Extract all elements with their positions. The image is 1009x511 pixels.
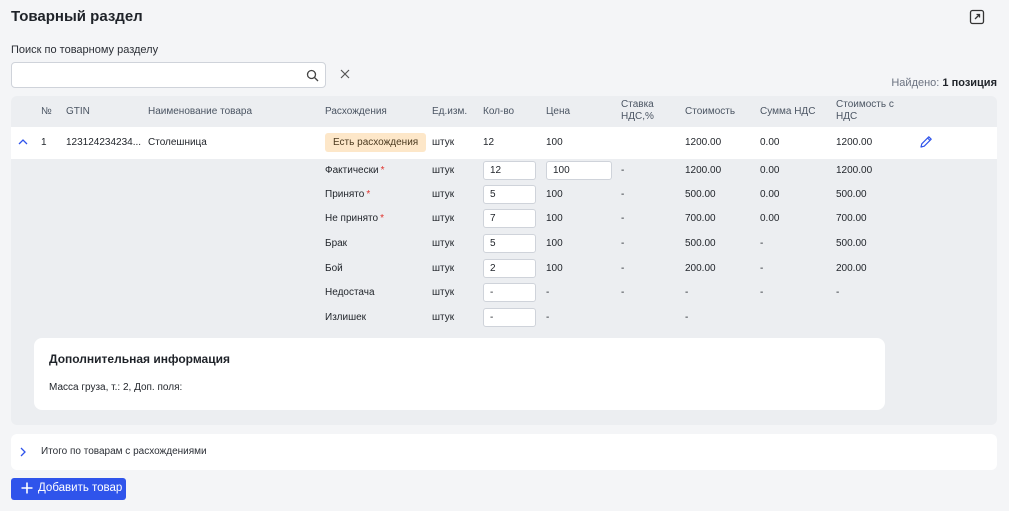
- qty-input[interactable]: -: [483, 283, 536, 302]
- table-row: [11, 127, 997, 159]
- col-name: Наименование товара: [148, 106, 253, 117]
- col-unit: Ед.изм.: [432, 106, 468, 117]
- sub-row-label: Принято *: [325, 189, 371, 200]
- sub-row-vat-sum: 0.00: [760, 213, 780, 224]
- sub-row-unit: штук: [432, 263, 455, 274]
- totals-collapsible[interactable]: [11, 434, 997, 470]
- sub-row-cost-vat: 200.00: [836, 263, 867, 274]
- sub-row-label: Бой: [325, 263, 343, 274]
- row-unit: штук: [432, 137, 455, 148]
- sub-row-price: 100: [546, 238, 563, 249]
- sub-row-cost-vat: -: [836, 287, 840, 298]
- qty-input[interactable]: 5: [483, 185, 536, 204]
- sub-row-price: -: [546, 312, 550, 323]
- col-price: Цена: [546, 106, 571, 117]
- col-no: №: [41, 106, 52, 117]
- sub-row-vat-rate: -: [621, 213, 625, 224]
- totals-label: Итого по товарам с расхождениями: [41, 446, 207, 457]
- search-icon[interactable]: [306, 69, 319, 82]
- col-qty: Кол-во: [483, 106, 515, 117]
- sub-row-unit: штук: [432, 189, 455, 200]
- row-cost: 1200.00: [685, 137, 722, 148]
- plus-icon: [21, 482, 33, 494]
- sub-row-vat-sum: -: [760, 238, 764, 249]
- sub-row-unit: штук: [432, 238, 455, 249]
- sub-row-vat-rate: -: [621, 189, 625, 200]
- sub-row-label: Не принято *: [325, 213, 384, 224]
- sub-row-cost-vat: 500.00: [836, 189, 867, 200]
- sub-row-vat-rate: -: [621, 287, 625, 298]
- sub-row-label: Фактически *: [325, 165, 385, 176]
- qty-input[interactable]: 12: [483, 161, 536, 180]
- qty-input[interactable]: 5: [483, 234, 536, 253]
- col-gtin: GTIN: [66, 106, 90, 117]
- col-vat-sum: Сумма НДС: [760, 106, 816, 117]
- additional-info-text: Масса груза, т.: 2, Доп. поля:: [49, 382, 183, 393]
- found-prefix: Найдено:: [891, 77, 940, 89]
- sub-row-cost-vat: 500.00: [836, 238, 867, 249]
- sub-row-cost: 200.00: [685, 263, 716, 274]
- sub-row-cost: 1200.00: [685, 165, 722, 176]
- sub-row-label: Брак: [325, 238, 348, 249]
- search-field[interactable]: [11, 62, 326, 88]
- search-label: Поиск по товарному разделу: [11, 44, 159, 56]
- found-count: Найдено: 1 позиция: [891, 77, 997, 89]
- row-qty: 12: [483, 137, 495, 148]
- col-vat-rate: Ставка НДС,%: [621, 99, 654, 122]
- row-cost-vat: 1200.00: [836, 137, 873, 148]
- price-input[interactable]: 100: [546, 161, 612, 180]
- row-price: 100: [546, 137, 563, 148]
- page-title: Товарный раздел: [11, 8, 143, 25]
- sub-row-vat-rate: -: [621, 165, 625, 176]
- sub-row-price: 100: [546, 213, 563, 224]
- sub-row-unit: штук: [432, 312, 455, 323]
- row-gtin: 123124234234...: [66, 137, 142, 148]
- sub-row-vat-rate: -: [621, 263, 625, 274]
- sub-row-vat-rate: -: [621, 238, 625, 249]
- sub-row-cost: 700.00: [685, 213, 716, 224]
- additional-info-title: Дополнительная информация: [49, 352, 230, 366]
- sub-row-unit: штук: [432, 287, 455, 298]
- sub-row-price: -: [546, 287, 550, 298]
- qty-input[interactable]: 7: [483, 209, 536, 228]
- sub-row-cost: -: [685, 312, 689, 323]
- chevron-up-icon[interactable]: [18, 138, 28, 146]
- row-number: 1: [41, 137, 47, 148]
- sub-row-cost: 500.00: [685, 238, 716, 249]
- col-discrepancy: Расхождения: [325, 106, 387, 117]
- sub-row-cost: -: [685, 287, 689, 298]
- close-icon[interactable]: [339, 68, 351, 80]
- sub-row-unit: штук: [432, 213, 455, 224]
- sub-row-vat-sum: -: [760, 263, 764, 274]
- col-cost: Стоимость: [685, 106, 736, 117]
- col-cost-vat: Стоимость с НДС: [836, 99, 894, 122]
- chevron-right-icon[interactable]: [19, 447, 27, 457]
- qty-input[interactable]: -: [483, 308, 536, 327]
- additional-info-card: [34, 338, 885, 410]
- sub-row-cost: 500.00: [685, 189, 716, 200]
- add-product-button[interactable]: Добавить товар: [11, 478, 126, 500]
- sub-row-unit: штук: [432, 165, 455, 176]
- edit-pencil-icon[interactable]: [919, 135, 933, 149]
- found-value: 1 позиция: [942, 77, 997, 89]
- qty-input[interactable]: 2: [483, 259, 536, 278]
- sub-row-vat-sum: -: [760, 287, 764, 298]
- search-input[interactable]: [12, 63, 302, 87]
- sub-row-vat-sum: 0.00: [760, 189, 780, 200]
- sub-row-label: Недостача: [325, 287, 375, 298]
- add-product-label: Добавить товар: [38, 482, 123, 494]
- discrepancy-badge: Есть расхождения: [325, 133, 427, 152]
- sub-row-label: Излишек: [325, 312, 367, 323]
- sub-row-price: 100: [546, 263, 563, 274]
- sub-row-price: 100: [546, 189, 563, 200]
- row-vat-sum: 0.00: [760, 137, 780, 148]
- expand-icon[interactable]: [969, 9, 985, 25]
- sub-row-cost-vat: 700.00: [836, 213, 867, 224]
- sub-row-cost-vat: 1200.00: [836, 165, 873, 176]
- sub-row-vat-sum: 0.00: [760, 165, 780, 176]
- row-name: Столешница: [148, 137, 207, 148]
